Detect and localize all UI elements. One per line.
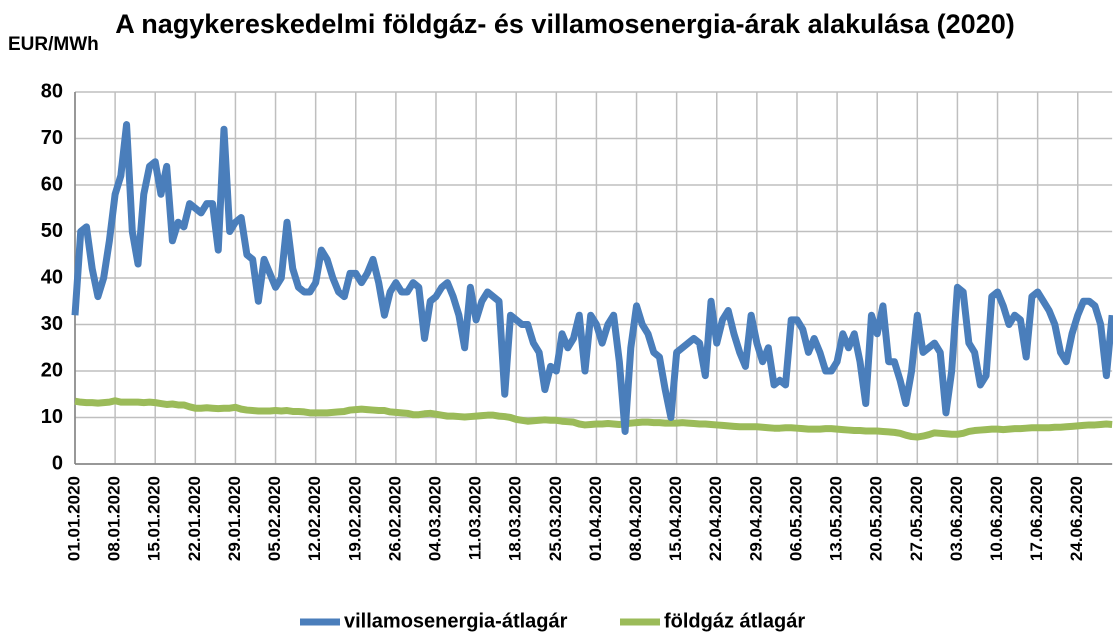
x-tick-label: 03.06.2020 — [947, 476, 966, 561]
x-tick-label: 15.01.2020 — [145, 476, 164, 561]
legend-label: földgáz átlagár — [664, 610, 805, 632]
y-tick-label: 80 — [41, 80, 63, 102]
legend-label: villamosenergia-átlagár — [344, 610, 568, 632]
x-tick-label: 10.06.2020 — [987, 476, 1006, 561]
x-tick-label: 11.03.2020 — [466, 476, 485, 560]
series-line — [71, 121, 1113, 435]
y-tick-label: 50 — [41, 220, 63, 242]
x-tick-label: 18.03.2020 — [506, 476, 525, 561]
y-tick-label: 0 — [52, 452, 63, 474]
x-tick-label: 27.05.2020 — [907, 476, 926, 561]
y-tick-label: 20 — [41, 359, 63, 381]
series-line — [74, 397, 1113, 441]
x-tick-label: 25.03.2020 — [546, 476, 565, 561]
x-tick-label: 26.02.2020 — [385, 476, 404, 561]
y-tick-label: 60 — [41, 173, 63, 195]
x-tick-label: 20.05.2020 — [867, 476, 886, 561]
y-tick-label: 30 — [41, 313, 63, 335]
y-tick-label: 40 — [41, 266, 63, 288]
y-tick-label: 70 — [41, 127, 63, 149]
x-tick-label: 08.01.2020 — [105, 476, 124, 561]
x-tick-label: 24.06.2020 — [1067, 476, 1086, 561]
x-tick-label: 22.01.2020 — [185, 476, 204, 561]
x-tick-label: 06.05.2020 — [786, 476, 805, 561]
x-tick-label: 17.06.2020 — [1027, 476, 1046, 561]
x-tick-label: 12.02.2020 — [305, 476, 324, 561]
y-tick-label: 10 — [41, 406, 63, 428]
x-tick-label: 05.02.2020 — [265, 476, 284, 561]
x-tick-label: 04.03.2020 — [425, 476, 444, 561]
x-tick-label: 22.04.2020 — [706, 476, 725, 561]
x-tick-label: 29.04.2020 — [746, 476, 765, 561]
x-tick-label: 19.02.2020 — [345, 476, 364, 561]
x-tick-label: 01.04.2020 — [586, 476, 605, 561]
y-axis-label: EUR/MWh — [8, 34, 99, 55]
x-tick-label: 29.01.2020 — [225, 476, 244, 561]
chart-title: A nagykereskedelmi földgáz- és villamose… — [115, 9, 1015, 39]
x-tick-label: 13.05.2020 — [827, 476, 846, 561]
x-tick-label: 15.04.2020 — [666, 476, 685, 561]
x-tick-label: 01.01.2020 — [64, 476, 83, 561]
x-tick-label: 08.04.2020 — [626, 476, 645, 561]
